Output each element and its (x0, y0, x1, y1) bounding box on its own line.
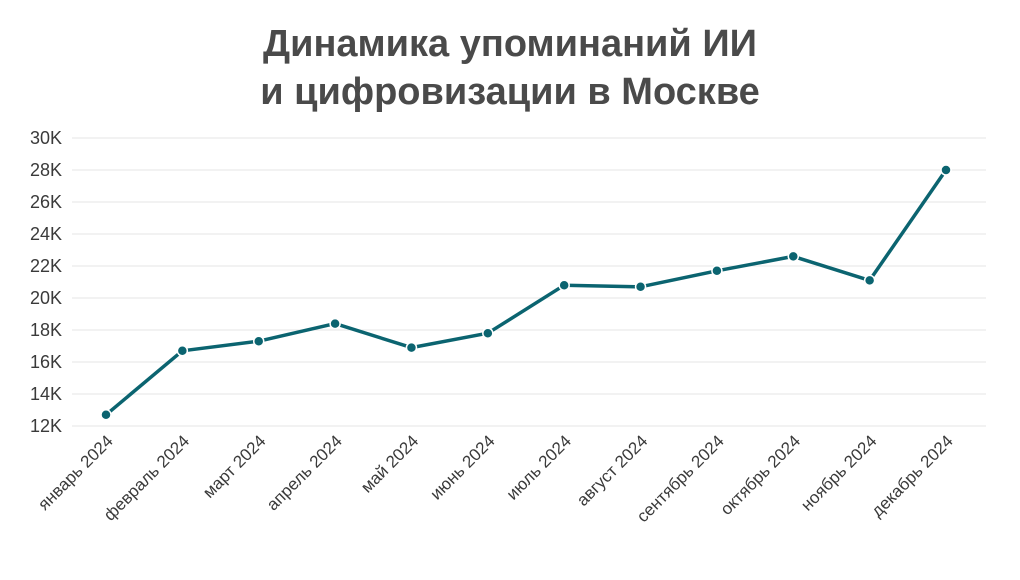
gridlines (72, 137, 986, 427)
data-point[interactable] (634, 281, 647, 293)
y-tick-label: 26K (30, 192, 62, 212)
series-layer (100, 164, 952, 421)
x-tick-label: апрель 2024 (263, 431, 346, 514)
data-point[interactable] (176, 345, 189, 357)
y-tick-label: 12K (30, 416, 62, 436)
y-tick-label: 14K (30, 384, 62, 404)
x-tick-label: март 2024 (199, 431, 269, 501)
y-tick-label: 16K (30, 352, 62, 372)
data-point[interactable] (252, 335, 265, 347)
data-point[interactable] (329, 317, 341, 330)
y-tick-label: 22K (30, 256, 62, 276)
x-tick-label: август 2024 (573, 431, 651, 509)
x-tick-label: январь 2024 (34, 431, 117, 514)
x-tick-label: октябрь 2024 (717, 431, 804, 518)
x-tick-label: декабрь 2024 (868, 431, 957, 520)
data-point[interactable] (558, 279, 570, 291)
data-point[interactable] (711, 265, 723, 277)
y-tick-label: 28K (30, 160, 62, 180)
y-axis-ticks: 12K 14K 16K 18K 20K 22K 24K 26K 28K 30K (30, 128, 62, 436)
chart-title: Динамика упоминаний ИИ и цифровизации в … (0, 20, 1020, 116)
data-point[interactable] (863, 274, 876, 287)
series-line (104, 168, 948, 417)
data-point[interactable] (787, 250, 800, 263)
y-tick-label: 24K (30, 224, 62, 244)
y-tick-label: 20K (30, 288, 62, 308)
data-point[interactable] (482, 327, 494, 339)
x-tick-label: июль 2024 (503, 431, 575, 503)
data-point[interactable] (940, 164, 952, 176)
y-tick-label: 30K (30, 128, 62, 148)
data-point[interactable] (405, 341, 418, 354)
chart-title-line-2: и цифровизации в Москве (260, 71, 760, 113)
x-tick-label: ноябрь 2024 (797, 431, 880, 514)
y-tick-label: 18K (30, 320, 62, 340)
chart-title-line-1: Динамика упоминаний ИИ (263, 23, 757, 65)
x-tick-label: май 2024 (357, 431, 422, 496)
data-point[interactable] (100, 409, 112, 421)
x-tick-label: июнь 2024 (426, 431, 498, 503)
